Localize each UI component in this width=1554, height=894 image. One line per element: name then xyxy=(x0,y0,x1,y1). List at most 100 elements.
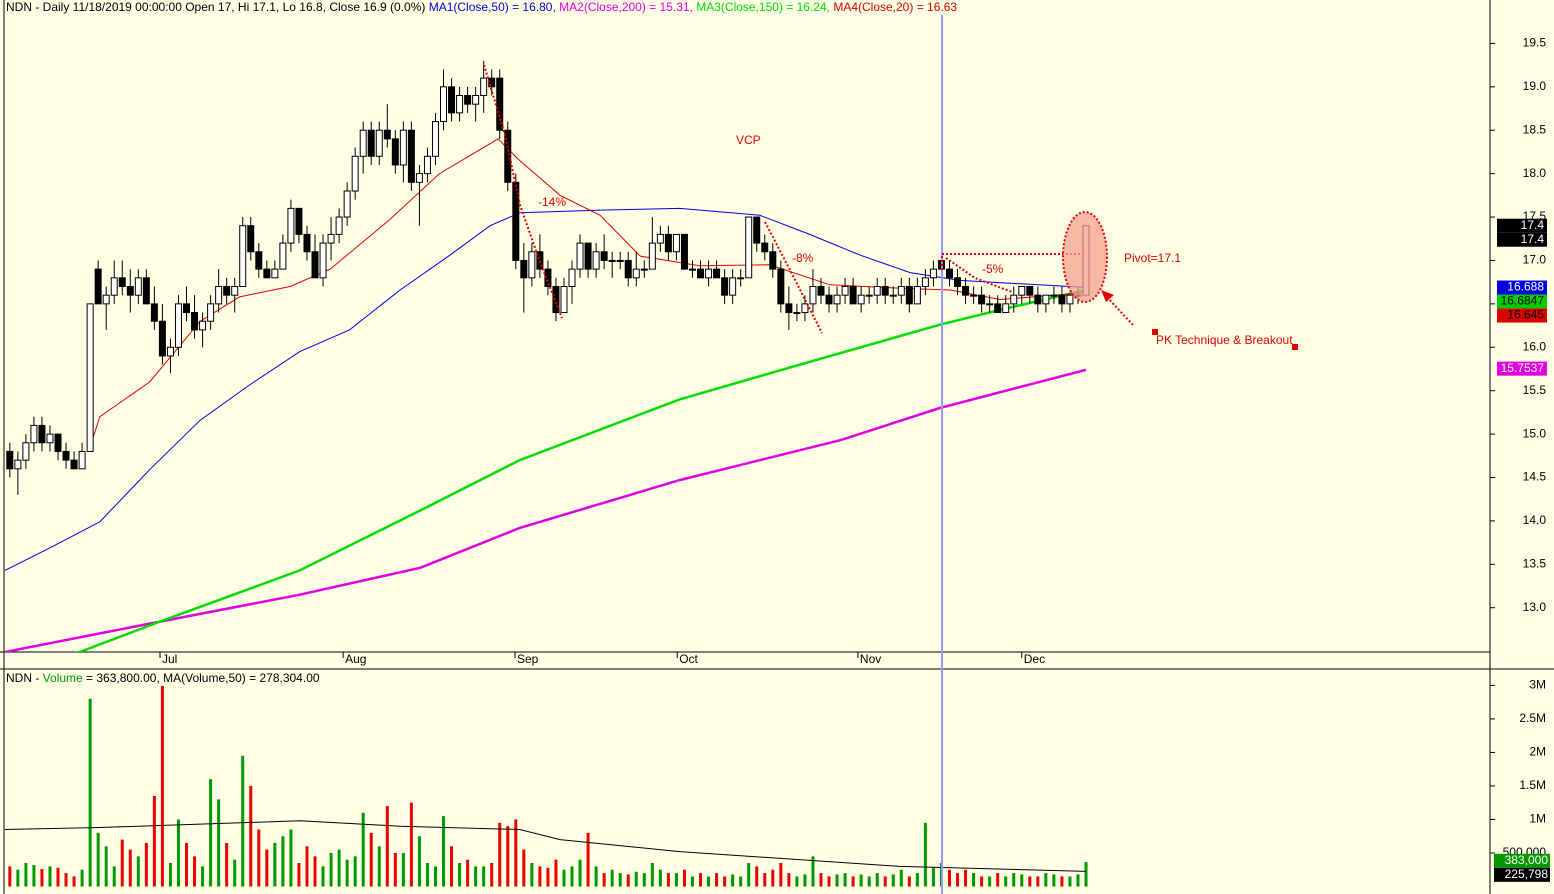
candle-body xyxy=(407,129,415,183)
candle-body xyxy=(769,251,777,270)
candle-body xyxy=(697,268,705,279)
candle-body xyxy=(440,86,448,123)
volume-bar xyxy=(1020,874,1024,887)
y-tick-label: 17.0 xyxy=(1523,253,1547,267)
volume-bar xyxy=(546,867,550,887)
candle-body xyxy=(640,268,648,271)
annotation: -5% xyxy=(982,262,1004,276)
y-tick-label: 14.0 xyxy=(1523,513,1547,527)
volume-bar xyxy=(739,876,743,887)
value-badge-label: 17.4 xyxy=(1521,232,1545,246)
y-tick-label: 16.0 xyxy=(1523,339,1547,353)
candle-body xyxy=(905,285,913,305)
volume-bar xyxy=(1028,876,1032,887)
volume-bar xyxy=(217,799,221,887)
volume-bar xyxy=(1068,876,1072,887)
volume-bar xyxy=(321,866,325,887)
ma-line xyxy=(5,368,1087,652)
candle-body xyxy=(825,294,833,305)
candle-body xyxy=(913,285,921,305)
volume-bar xyxy=(666,873,670,887)
volume-bar xyxy=(811,856,815,887)
candle-body xyxy=(86,303,94,452)
candle-body xyxy=(38,424,46,444)
candle-body xyxy=(994,303,1002,314)
volume-bar xyxy=(32,865,36,887)
volume-bar xyxy=(787,873,791,887)
candle-body xyxy=(536,251,544,270)
volume-bar xyxy=(160,685,164,887)
value-badge-label: 16.6847 xyxy=(1501,294,1545,308)
volume-bar xyxy=(120,839,124,887)
volume-bar xyxy=(506,826,510,887)
volume-bar xyxy=(747,863,751,887)
candle-body xyxy=(616,259,624,262)
candle-body xyxy=(705,268,713,279)
legend-entry: MA1(Close,50) = 16.80, xyxy=(428,0,556,14)
candle-body xyxy=(351,155,359,192)
candle-body xyxy=(785,303,793,314)
candle-body xyxy=(897,285,905,296)
candle-body xyxy=(78,450,86,470)
candle-body xyxy=(929,268,937,279)
value-badge xyxy=(1497,361,1547,376)
volume-bar xyxy=(458,863,462,887)
candle-body xyxy=(600,251,608,261)
candle-body xyxy=(464,94,472,105)
volume-bar xyxy=(956,873,960,887)
candle-body xyxy=(311,251,319,279)
y-tick-label: 13.0 xyxy=(1523,600,1547,614)
volume-bar xyxy=(401,852,405,887)
value-badge xyxy=(1497,308,1547,323)
volume-bar xyxy=(634,871,638,887)
volume-bar xyxy=(450,846,454,887)
candle-body xyxy=(431,121,439,157)
candle-body xyxy=(327,233,335,244)
annotation: PK Technique & Breakout xyxy=(1156,333,1293,347)
volume-bar xyxy=(658,869,662,887)
candle-body xyxy=(150,303,158,322)
volume-bar xyxy=(988,876,992,887)
volume-bar xyxy=(1012,873,1016,887)
ma-line xyxy=(5,207,1087,571)
volume-bar xyxy=(24,863,28,887)
y-tick-label: 15.0 xyxy=(1523,426,1547,440)
pivot-line xyxy=(941,253,1085,270)
value-badge-label: 15.7537 xyxy=(1501,361,1545,375)
volume-bar xyxy=(289,829,293,887)
volume-bar xyxy=(128,849,132,887)
candle-body xyxy=(978,294,986,305)
volume-bar xyxy=(803,874,807,887)
y-tick-label: 18.5 xyxy=(1523,122,1547,136)
value-badge xyxy=(1497,280,1547,295)
annotations: VCP -14% -8% -5% Pivot=17.1 PK Technique… xyxy=(483,64,1298,350)
y-tick-label: 19.5 xyxy=(1523,36,1547,50)
candle-body xyxy=(584,242,592,270)
volume-bar xyxy=(538,866,542,887)
candle-body xyxy=(841,285,849,296)
chart-title: NDN - Daily 11/18/2019 00:00:00 Open 17,… xyxy=(6,0,426,14)
volume-bar xyxy=(233,859,237,887)
candle-body xyxy=(94,268,102,305)
volume-bar xyxy=(964,869,968,887)
volume-bar xyxy=(466,859,470,887)
candle-body xyxy=(480,77,488,96)
volume-bar xyxy=(104,846,108,887)
volume-bar xyxy=(1076,874,1080,887)
x-tick-label: Jul xyxy=(162,652,177,666)
candle-body xyxy=(319,242,327,279)
volume-bar xyxy=(715,873,719,887)
candle-body xyxy=(448,86,456,114)
highlight-ellipse xyxy=(1062,211,1108,303)
volume-header: NDN - Volume = 363,800.00, MA(Volume,50)… xyxy=(6,671,320,686)
candle-body xyxy=(745,216,753,279)
annotation: -8% xyxy=(792,251,814,265)
candle-body xyxy=(199,320,207,331)
candle-body xyxy=(552,285,560,314)
candle-body xyxy=(70,459,78,470)
candle-body xyxy=(22,442,30,461)
volume-bar xyxy=(626,874,630,887)
legend-entry: MA4(Close,20) = 16.63 xyxy=(833,0,958,14)
volume-bar xyxy=(907,876,911,887)
volume-bar xyxy=(763,873,767,887)
